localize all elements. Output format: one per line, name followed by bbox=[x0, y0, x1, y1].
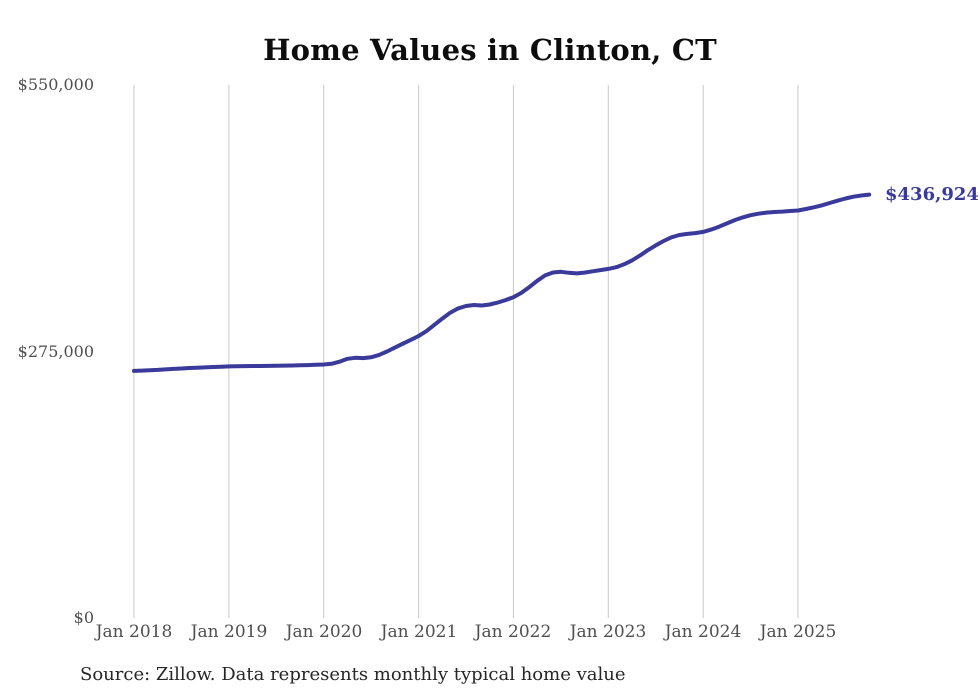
x-axis-tick-label: Jan 2022 bbox=[474, 622, 552, 642]
y-axis-tick-label: $550,000 bbox=[17, 75, 94, 94]
y-axis-tick-label: $275,000 bbox=[17, 342, 94, 361]
source-note: Source: Zillow. Data represents monthly … bbox=[80, 664, 626, 685]
x-axis-tick-label: Jan 2025 bbox=[759, 622, 837, 642]
y-axis-tick-label: $0 bbox=[73, 608, 94, 627]
x-axis-tick-label: Jan 2023 bbox=[569, 622, 647, 642]
x-axis-tick-label: Jan 2021 bbox=[380, 622, 458, 642]
x-axis-tick-label: Jan 2020 bbox=[285, 622, 363, 642]
x-axis-tick-label: Jan 2019 bbox=[190, 622, 268, 642]
latest-value-label: $436,924 bbox=[885, 184, 979, 205]
chart-title: Home Values in Clinton, CT bbox=[263, 33, 717, 67]
home-value-line bbox=[132, 192, 872, 373]
x-axis-tick-label: Jan 2018 bbox=[95, 622, 173, 642]
x-axis-tick-label: Jan 2024 bbox=[664, 622, 742, 642]
